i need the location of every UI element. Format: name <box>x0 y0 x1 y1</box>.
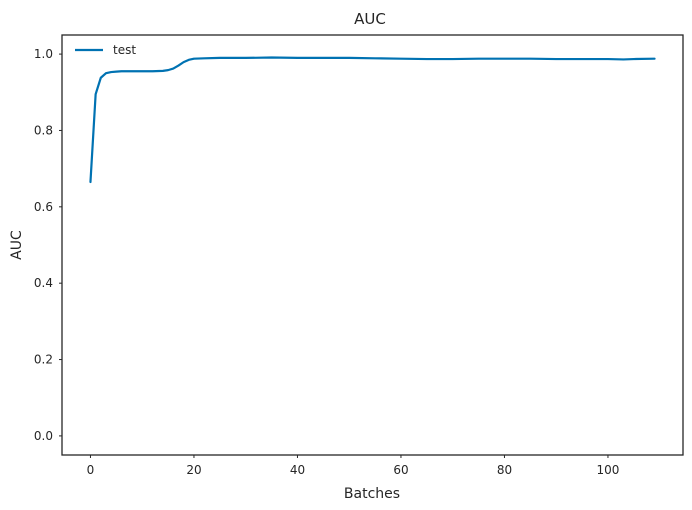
y-tick-label: 0.6 <box>34 200 53 214</box>
x-tick-label: 100 <box>597 463 620 477</box>
y-tick-label: 0.8 <box>34 123 53 137</box>
x-tick-label: 40 <box>290 463 305 477</box>
y-axis-label: AUC <box>9 230 25 260</box>
x-tick-label: 0 <box>87 463 95 477</box>
y-tick-label: 0.2 <box>34 353 53 367</box>
x-tick-label: 20 <box>186 463 201 477</box>
y-axis-ticks: 0.0 0.2 0.4 0.6 0.8 1.0 <box>34 47 62 443</box>
series-layer <box>89 56 656 184</box>
x-axis-label: Batches <box>344 486 400 502</box>
chart-title: AUC <box>354 10 386 28</box>
y-tick-label: 0.4 <box>34 276 53 290</box>
plot-area <box>61 34 684 456</box>
x-tick-label: 80 <box>497 463 512 477</box>
legend: test <box>75 43 136 57</box>
y-tick-label: 1.0 <box>34 47 53 61</box>
legend-label-test: test <box>113 43 136 57</box>
x-tick-label: 60 <box>393 463 408 477</box>
y-tick-label: 0.0 <box>34 429 53 443</box>
x-axis-ticks: 0 20 40 60 80 100 <box>87 455 620 477</box>
series-line-test <box>89 56 656 184</box>
